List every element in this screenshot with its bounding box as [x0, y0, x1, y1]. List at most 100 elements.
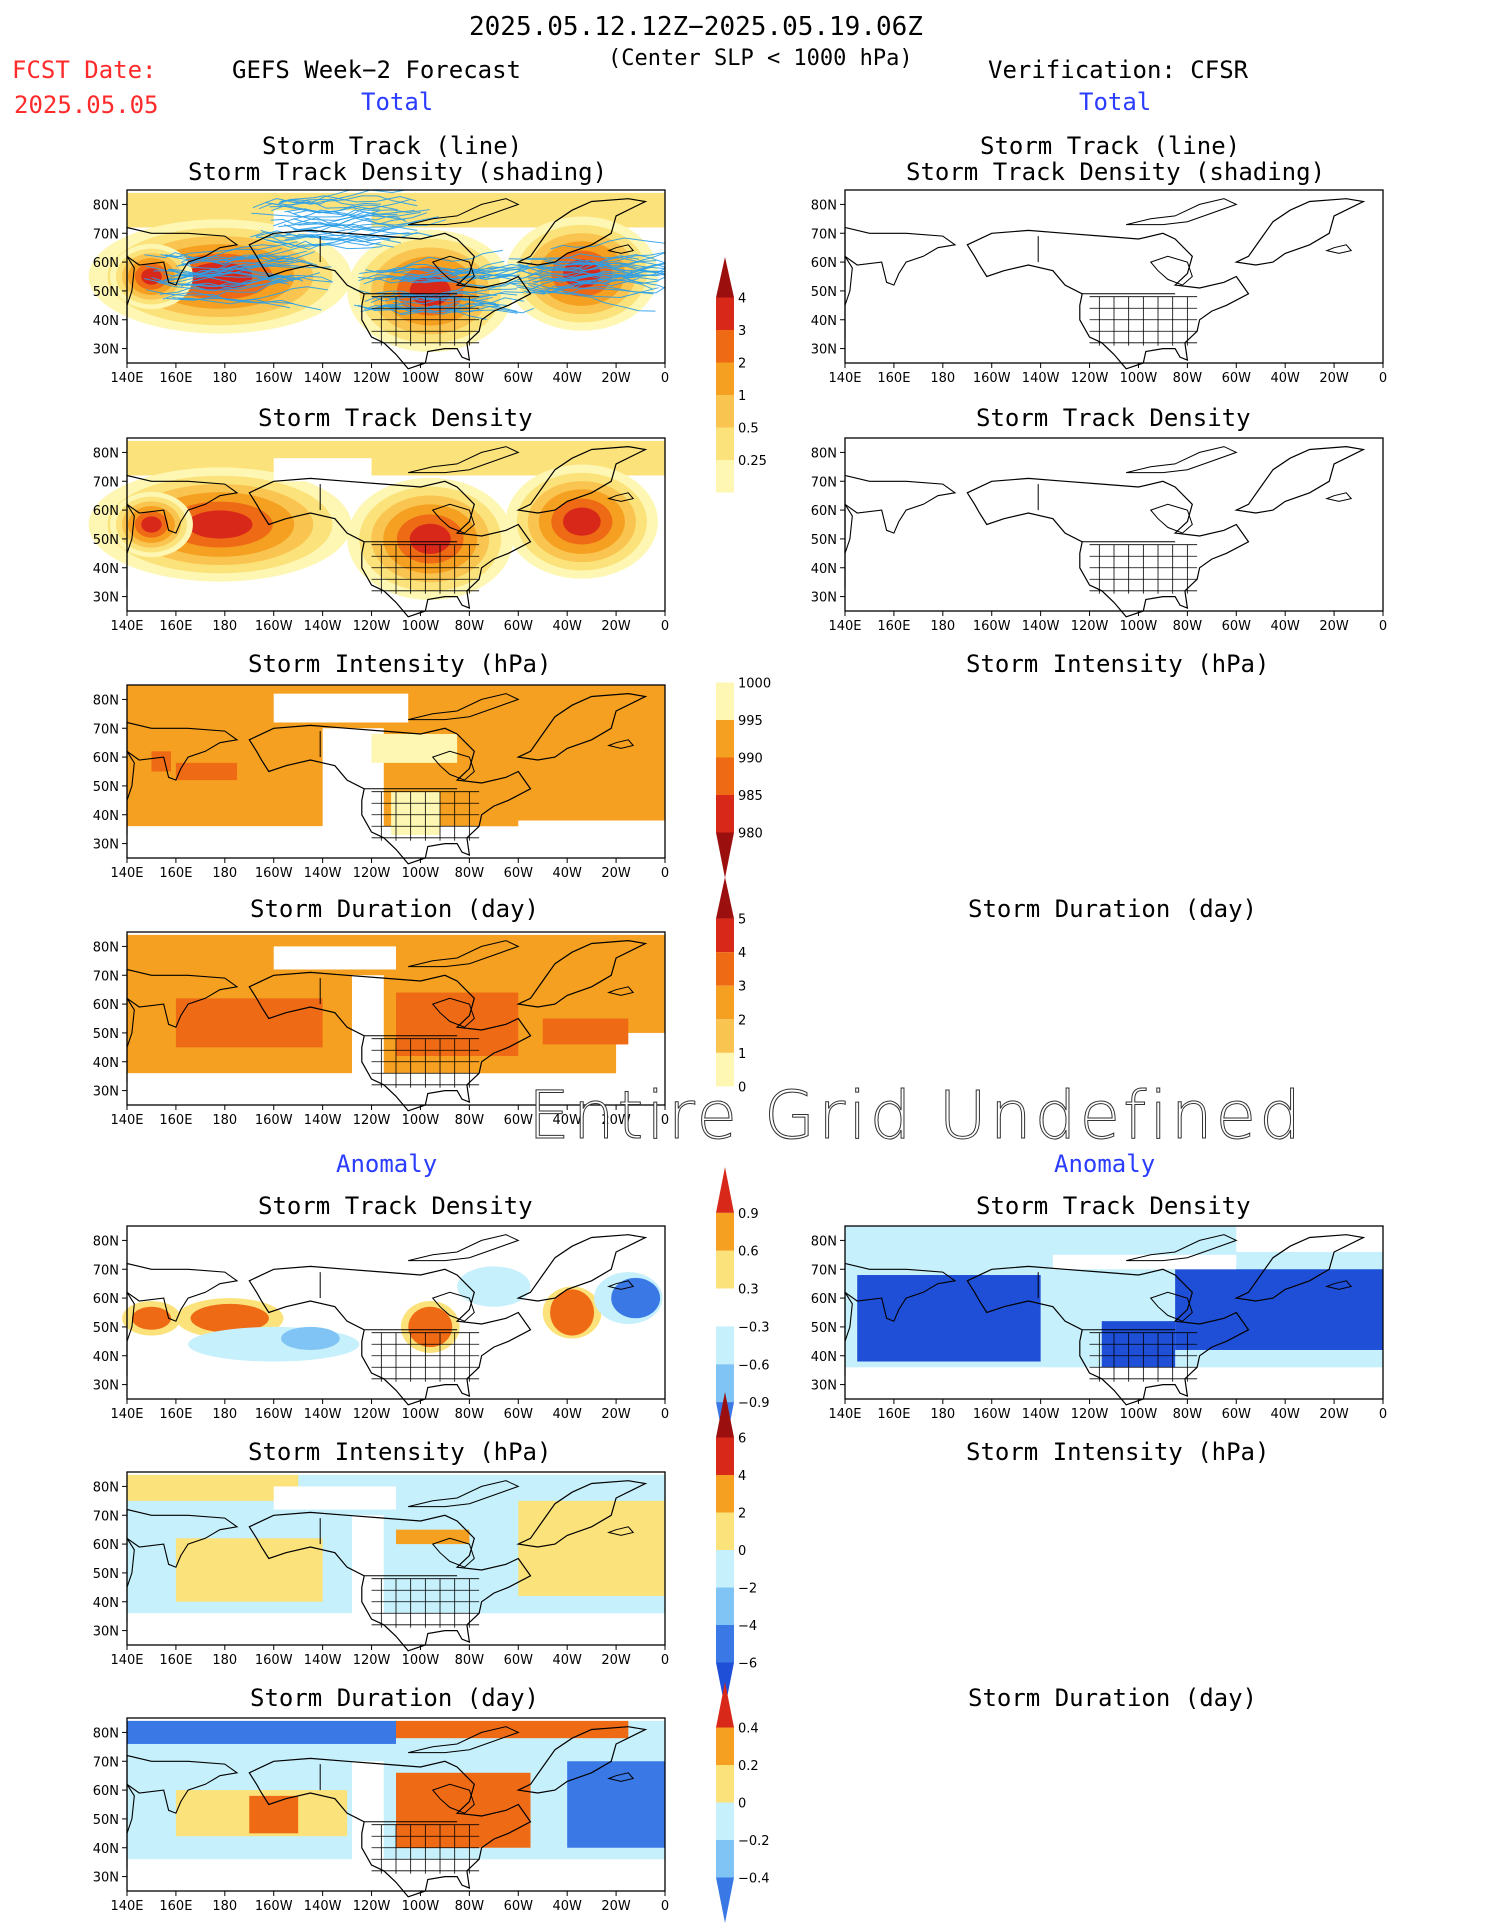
verif-anom-zero: [1236, 1226, 1383, 1252]
plot-frame: [126, 931, 666, 1106]
p7-title: Storm Duration (day): [250, 1684, 539, 1712]
x-tick-label: 40W: [1270, 1407, 1300, 1422]
x-tick-label: 160W: [255, 619, 293, 634]
colorbar-swatch: [716, 1802, 734, 1840]
colorbar-label: 0.2: [738, 1759, 759, 1774]
storm-track-line: [393, 262, 533, 275]
coast-siberia: [844, 226, 957, 286]
colorbar-swatch: [716, 1019, 734, 1053]
v3-title: Storm Intensity (hPa): [966, 650, 1270, 678]
y-tick-label: 40N: [93, 562, 119, 577]
coast-greenland: [516, 939, 648, 1008]
x-tick-label: 20W: [601, 1653, 631, 1668]
storm-track-line: [278, 209, 415, 228]
storm-track-line: [523, 285, 666, 295]
colorbar-swatch: [716, 330, 734, 363]
y-tick-label: 60N: [93, 504, 119, 519]
x-tick-label: 120W: [353, 619, 391, 634]
criterion: (Center SLP < 1000 hPa): [608, 46, 913, 71]
x-tick-label: 20W: [601, 371, 631, 386]
panel-forecast-total-density: 140E 160E 180 160W 140W 120W 100W 80W 60W 40W 20W 0…: [88, 437, 669, 634]
colorbar-label: 3: [738, 980, 746, 995]
colorbar-swatch: [716, 1512, 734, 1550]
coast-iceland: [607, 1280, 635, 1290]
y-tick-label: 70N: [93, 969, 119, 984]
storm-track-line: [363, 260, 505, 285]
x-tick-label: 160E: [159, 371, 192, 386]
plot-frame: [844, 1225, 1384, 1400]
coast-iceland: [607, 492, 635, 502]
undefined-overlay: Entire Grid Undefined: [527, 1077, 1305, 1154]
state-lines: [371, 296, 480, 346]
x-tick-label: 140E: [110, 371, 143, 386]
y-tick-label: 70N: [811, 227, 837, 242]
anom-pos: [408, 1306, 453, 1348]
storm-track-line: [185, 276, 333, 291]
x-tick-label: 140E: [110, 866, 143, 881]
storm-track-line: [544, 260, 666, 269]
storm-track-line: [353, 304, 487, 320]
colorbar-arrow: [716, 1682, 734, 1728]
colorbar-swatch: [716, 682, 734, 720]
x-tick-label: 60W: [504, 1653, 534, 1668]
colorbar-swatch: [716, 1587, 734, 1625]
panel-verification-track: 140E 160E 180 160W 140W 120W 100W 80W 60W 40W 20W 0…: [811, 189, 1387, 386]
y-tick-label: 60N: [811, 1292, 837, 1307]
colorbar-intensity: 1000 995 990 985 980: [716, 637, 771, 878]
anom-pos: [131, 1306, 172, 1330]
y-tick-label: 30N: [93, 1085, 119, 1100]
colorbar-label: −4: [738, 1619, 757, 1634]
storm-track-line: [181, 261, 333, 283]
p3-title: Storm Intensity (hPa): [248, 650, 552, 678]
intensity-undefined: [273, 693, 409, 723]
x-tick-label: 160W: [255, 371, 293, 386]
storm-track-line: [550, 237, 666, 250]
coast-greenland: [516, 198, 648, 266]
coast-iceland: [607, 1526, 635, 1536]
plot-frame: [844, 437, 1384, 612]
colorbar-label: −0.2: [738, 1834, 770, 1849]
y-tick-label: 40N: [93, 1056, 119, 1071]
colorbar-swatch: [716, 1765, 734, 1803]
x-tick-label: 140W: [304, 1113, 342, 1128]
state-lines: [371, 1578, 480, 1628]
p6-title: Storm Intensity (hPa): [248, 1438, 552, 1466]
x-tick-label: 160E: [877, 371, 910, 386]
storm-track-line: [531, 268, 662, 279]
storm-track-line: [146, 289, 291, 309]
x-tick-label: 60W: [1222, 619, 1252, 634]
verif-anom-neg: [857, 1275, 1041, 1362]
y-tick-label: 60N: [93, 1538, 119, 1553]
y-tick-label: 70N: [811, 475, 837, 490]
y-tick-label: 70N: [811, 1263, 837, 1278]
x-tick-label: 40W: [552, 1899, 582, 1914]
anom-duration-pos: [396, 1772, 531, 1848]
coast-greenland: [516, 1234, 648, 1302]
state-lines: [371, 544, 480, 594]
colorbar-label: 0.9: [738, 1207, 759, 1222]
colorbar-label: 5: [738, 913, 746, 928]
x-tick-label: 160E: [159, 866, 192, 881]
coast-north-america: [966, 229, 1250, 370]
anom-intensity-pos: [127, 1474, 299, 1501]
y-tick-label: 50N: [93, 533, 119, 548]
storm-track-line: [269, 199, 410, 214]
coast-hudson-bay: [431, 255, 475, 286]
storm-track-line: [165, 247, 282, 262]
coast-arctic-islands: [408, 1480, 520, 1508]
coast-north-america: [248, 971, 532, 1112]
y-tick-label: 50N: [93, 285, 119, 300]
coast-asia: [844, 502, 853, 588]
coast-greenland: [516, 1480, 648, 1548]
storm-track-line: [519, 251, 666, 269]
density-contour: [563, 507, 601, 536]
x-tick-label: 80W: [455, 1653, 485, 1668]
verification-anomaly-label: Anomaly: [1054, 1150, 1156, 1178]
p2-title: Storm Track Density: [258, 404, 533, 432]
p1-title-b: Storm Track Density (shading): [188, 158, 608, 186]
storm-track-line: [176, 243, 324, 267]
state-lines: [371, 1824, 480, 1874]
y-tick-label: 30N: [811, 343, 837, 358]
x-tick-label: 60W: [504, 866, 534, 881]
verification-title: Verification: CFSR: [988, 56, 1249, 84]
